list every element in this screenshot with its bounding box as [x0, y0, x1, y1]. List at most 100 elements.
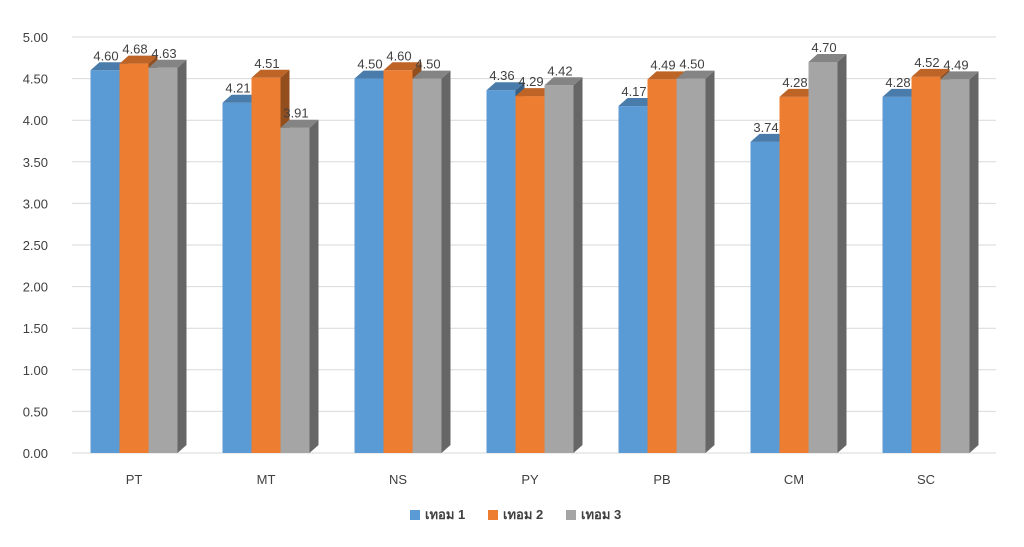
legend-item: เทอม 2 — [488, 507, 543, 522]
bar-top — [779, 88, 818, 97]
data-label: 4.50 — [679, 57, 704, 72]
x-axis-tick-labels: PT MT NS PY PB CM SC — [126, 472, 935, 487]
bar — [882, 96, 912, 454]
bar — [383, 70, 413, 453]
bar — [119, 63, 149, 454]
bar-top — [486, 82, 525, 91]
bar-group-pt — [90, 55, 187, 454]
bar-side — [573, 77, 583, 454]
data-label: 3.74 — [753, 120, 778, 135]
x-tick-label: SC — [917, 472, 935, 487]
bar-top — [412, 70, 451, 79]
data-label: 3.91 — [283, 106, 308, 121]
bar-side — [177, 59, 187, 454]
legend-item: เทอม 3 — [566, 507, 621, 522]
y-tick-label: 3.50 — [23, 155, 48, 170]
x-tick-label: NS — [389, 472, 407, 487]
data-label: 4.52 — [914, 55, 939, 70]
bar-top — [222, 94, 261, 103]
bar-top — [251, 69, 290, 78]
bar — [90, 70, 120, 453]
bar-top — [148, 59, 187, 68]
y-tick-label: 0.00 — [23, 446, 48, 461]
data-label: 4.60 — [93, 48, 118, 63]
bar-top — [354, 70, 393, 79]
x-tick-label: CM — [784, 472, 804, 487]
bar-group-cm — [750, 53, 847, 454]
bar — [412, 78, 442, 453]
bar-top — [882, 88, 921, 97]
bar-top — [618, 98, 657, 107]
legend: เทอม 1 เทอม 2 เทอม 3 — [410, 507, 621, 522]
bar-side — [837, 53, 847, 454]
bar — [280, 127, 310, 454]
bar-top — [808, 53, 847, 62]
legend-item: เทอม 1 — [410, 507, 465, 522]
y-tick-label: 1.50 — [23, 321, 48, 336]
data-label: 4.21 — [225, 81, 250, 96]
data-label: 4.17 — [621, 84, 646, 99]
bar — [676, 78, 706, 453]
x-tick-label: PB — [653, 472, 670, 487]
data-label: 4.68 — [122, 42, 147, 57]
bar-group-pb — [618, 70, 715, 453]
x-tick-label: PT — [126, 472, 143, 487]
y-tick-label: 1.00 — [23, 363, 48, 378]
bar-top — [90, 62, 129, 71]
bar-side — [705, 70, 715, 453]
data-labels: 4.60 4.68 4.63 4.21 4.51 3.91 4.50 4.60 4.50 4.36… — [93, 40, 968, 135]
data-label: 4.36 — [489, 68, 514, 83]
bar — [647, 79, 677, 453]
legend-label: เทอม 2 — [503, 507, 543, 522]
bars — [90, 53, 979, 454]
bar-side — [309, 119, 319, 454]
bar — [486, 90, 516, 454]
bar — [354, 78, 384, 453]
y-tick-label: 0.50 — [23, 404, 48, 419]
bar-group-mt — [222, 69, 319, 454]
bar-top — [515, 88, 554, 97]
bar-group-ns — [354, 62, 451, 453]
bar — [148, 67, 178, 453]
data-label: 4.60 — [386, 48, 411, 63]
bar — [779, 96, 809, 454]
legend-label: เทอม 3 — [581, 507, 621, 522]
legend-label: เทอม 1 — [425, 507, 465, 522]
legend-swatch — [566, 510, 576, 520]
bar — [544, 85, 574, 454]
x-tick-label: PY — [521, 472, 539, 487]
bar-side — [441, 70, 451, 453]
bar-top — [750, 133, 789, 142]
legend-swatch — [488, 510, 498, 520]
bar-group-py — [486, 77, 583, 454]
bar — [940, 79, 970, 453]
bar-top — [119, 55, 158, 64]
bar-top — [676, 70, 715, 79]
y-tick-label: 2.00 — [23, 280, 48, 295]
bar — [911, 76, 941, 453]
data-label: 4.70 — [811, 40, 836, 55]
bar-top — [940, 71, 979, 80]
bar — [251, 77, 281, 453]
x-tick-label: MT — [257, 472, 276, 487]
y-tick-label: 3.00 — [23, 196, 48, 211]
legend-swatch — [410, 510, 420, 520]
data-label: 4.49 — [943, 57, 968, 72]
bar — [515, 96, 545, 454]
data-label: 4.63 — [151, 46, 176, 61]
y-tick-label: 5.00 — [23, 30, 48, 45]
bar — [618, 106, 648, 453]
bar — [750, 141, 780, 453]
bar — [222, 102, 252, 453]
bar-top — [544, 77, 583, 86]
data-label: 4.29 — [518, 74, 543, 89]
data-label: 4.28 — [782, 75, 807, 90]
data-label: 4.50 — [415, 57, 440, 72]
y-axis-tick-labels: 0.00 0.50 1.00 1.50 2.00 2.50 3.00 3.50 4.00 4.50… — [23, 30, 48, 461]
data-label: 4.42 — [547, 63, 572, 78]
data-label: 4.49 — [650, 57, 675, 72]
bar — [808, 61, 838, 454]
bar-top — [647, 71, 686, 80]
